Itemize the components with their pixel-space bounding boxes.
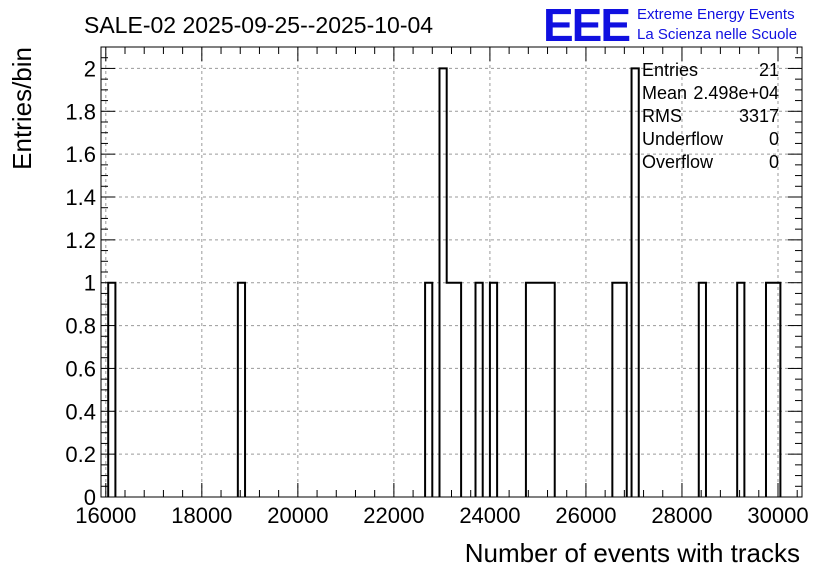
stats-overflow-label: Overflow [642, 152, 714, 172]
y-tick-label: 2 [84, 56, 96, 81]
stats-overflow-value: 0 [769, 152, 779, 172]
stats-mean-label: Mean [642, 83, 687, 103]
y-tick-label: 1.6 [65, 142, 96, 167]
x-tick-label: 26000 [555, 503, 616, 528]
y-tick-label: 1.4 [65, 185, 96, 210]
stats-rms-label: RMS [642, 106, 682, 126]
eee-logo-mark: EEE [543, 0, 629, 51]
stats-underflow-value: 0 [769, 129, 779, 149]
y-tick-label: 0.2 [65, 442, 96, 467]
x-tick-labels: 16000 18000 20000 22000 24000 26000 28000 30000 [75, 503, 808, 528]
eee-logo-line2: La Scienza nelle Scuole [637, 26, 797, 43]
y-tick-label: 1.2 [65, 228, 96, 253]
y-tick-label: 0.8 [65, 314, 96, 339]
x-axis-title: Number of events with tracks [465, 538, 800, 568]
x-tick-label: 20000 [267, 503, 328, 528]
chart-title: SALE-02 2025-09-25--2025-10-04 [84, 12, 433, 38]
plot-frame [100, 46, 803, 498]
stats-box: Entries 21 Mean 2.498e+04 RMS 3317 Under… [642, 60, 779, 172]
y-tick-label: 1 [84, 271, 96, 296]
stats-entries-value: 21 [759, 60, 779, 80]
x-tick-label: 30000 [747, 503, 808, 528]
y-tick-label: 0.4 [65, 399, 96, 424]
stats-rms-value: 3317 [739, 106, 779, 126]
x-tick-label: 16000 [75, 503, 136, 528]
y-tick-label: 0 [84, 485, 96, 510]
y-axis-title: Entries/bin [7, 47, 37, 170]
eee-logo-line1: Extreme Energy Events [637, 6, 795, 23]
histogram-outline [107, 67, 782, 497]
x-tick-label: 28000 [651, 503, 712, 528]
stats-entries-label: Entries [642, 60, 698, 80]
x-tick-label: 18000 [171, 503, 232, 528]
y-tick-label: 0.6 [65, 356, 96, 381]
y-tick-labels: 0 0.2 0.4 0.6 0.8 1 1.2 1.4 1.6 1.8 2 [65, 56, 96, 510]
x-tick-label: 22000 [363, 503, 424, 528]
stats-underflow-label: Underflow [642, 129, 724, 149]
eee-logo: EEE Extreme Energy Events La Scienza nel… [543, 0, 797, 51]
x-tick-label: 24000 [459, 503, 520, 528]
stats-mean-value: 2.498e+04 [693, 83, 779, 103]
y-tick-label: 1.8 [65, 99, 96, 124]
